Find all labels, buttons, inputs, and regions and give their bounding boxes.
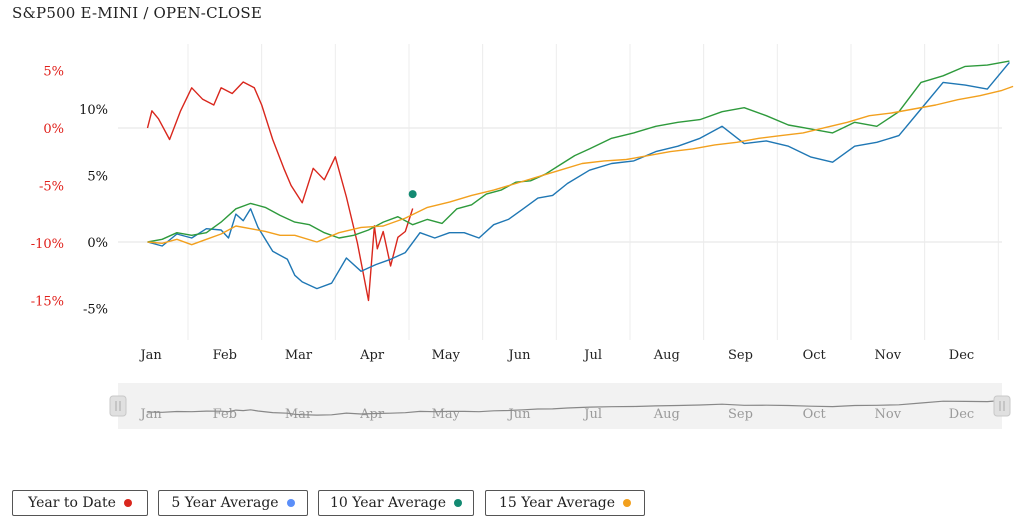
navigator-label: May <box>432 407 461 422</box>
navigator-line <box>147 399 1010 416</box>
x-tick-label: Dec <box>949 348 974 363</box>
left-tick-label: -10% <box>31 237 64 252</box>
legend-dot-icon <box>286 499 295 507</box>
series-line-15-year-average <box>147 85 1014 246</box>
legend-item-15-year-average[interactable]: 15 Year Average <box>485 490 645 516</box>
legend-label: Year to Date <box>28 495 116 511</box>
legend-label: 5 Year Average <box>171 495 279 511</box>
grip-icon <box>999 401 1005 411</box>
legend-dot-icon <box>123 499 132 507</box>
x-tick-label: Feb <box>213 348 237 363</box>
navigator-label: Dec <box>949 407 974 422</box>
series-line-year-to-date <box>146 81 414 302</box>
legend-item-year-to-date[interactable]: Year to Date <box>12 490 148 516</box>
navigator-handle-left[interactable] <box>109 395 127 417</box>
legend-dot-icon <box>454 499 463 507</box>
series-group <box>146 60 1014 302</box>
left-tick-label: -5% <box>39 180 64 195</box>
x-axis: Jan Feb Mar Apr May Jun Jul Aug Sep Oct Nov Dec <box>138 348 974 363</box>
x-tick-label: Jul <box>582 348 602 363</box>
left-tick-label: 0% <box>43 122 64 137</box>
legend-label: 15 Year Average <box>498 495 616 511</box>
series-line-5-year-average <box>147 61 1010 290</box>
chart-title: S&P500 E-MINI / OPEN-CLOSE <box>12 4 263 22</box>
legend-dot-icon <box>623 499 632 507</box>
x-tick-label: Jan <box>138 348 162 363</box>
left-axis: 5% 0% -5% -10% -15% <box>31 65 64 310</box>
navigator-label: Feb <box>213 407 237 422</box>
navigator-label: Oct <box>803 407 827 422</box>
navigator-label: Jan <box>138 407 162 422</box>
navigator-label: Sep <box>728 407 753 422</box>
navigator[interactable]: Jan Feb Mar Apr May Jun Jul Aug Sep Oct Nov Dec <box>109 383 1011 429</box>
series-point <box>408 190 417 199</box>
navigator-label: Nov <box>875 407 902 422</box>
x-tick-label: Oct <box>803 348 827 363</box>
navigator-label: Apr <box>359 407 385 422</box>
legend-item-10-year-average[interactable]: 10 Year Average <box>318 490 474 516</box>
x-tick-label: Aug <box>653 348 680 363</box>
x-tick-label: May <box>432 348 461 363</box>
right-tick-label: -5% <box>83 303 108 318</box>
navigator-label: Jul <box>582 407 602 422</box>
grid-lines <box>118 44 1002 340</box>
legend-item-5-year-average[interactable]: 5 Year Average <box>158 490 308 516</box>
x-tick-label: Jun <box>506 348 531 363</box>
navigator-labels: Jan Feb Mar Apr May Jun Jul Aug Sep Oct Nov Dec <box>138 407 974 422</box>
grip-icon <box>115 401 121 411</box>
legend-label: 10 Year Average <box>329 495 447 511</box>
x-tick-label: Mar <box>285 348 313 363</box>
right-axis: 10% 5% 0% -5% <box>79 103 108 318</box>
x-tick-label: Apr <box>359 348 385 363</box>
navigator-handle-right[interactable] <box>993 395 1011 417</box>
x-tick-label: Nov <box>875 348 902 363</box>
navigator-background[interactable] <box>118 383 1002 429</box>
left-tick-label: 5% <box>43 65 64 80</box>
navigator-label: Aug <box>653 407 680 422</box>
right-tick-label: 5% <box>87 170 108 185</box>
left-tick-label: -15% <box>31 295 64 310</box>
right-tick-label: 10% <box>79 103 108 118</box>
chart-svg: 5% 0% -5% -10% -15% 10% 5% 0% -5% Jan Feb Mar Apr M… <box>31 44 1014 429</box>
x-tick-label: Sep <box>728 348 753 363</box>
right-tick-label: 0% <box>87 236 108 251</box>
